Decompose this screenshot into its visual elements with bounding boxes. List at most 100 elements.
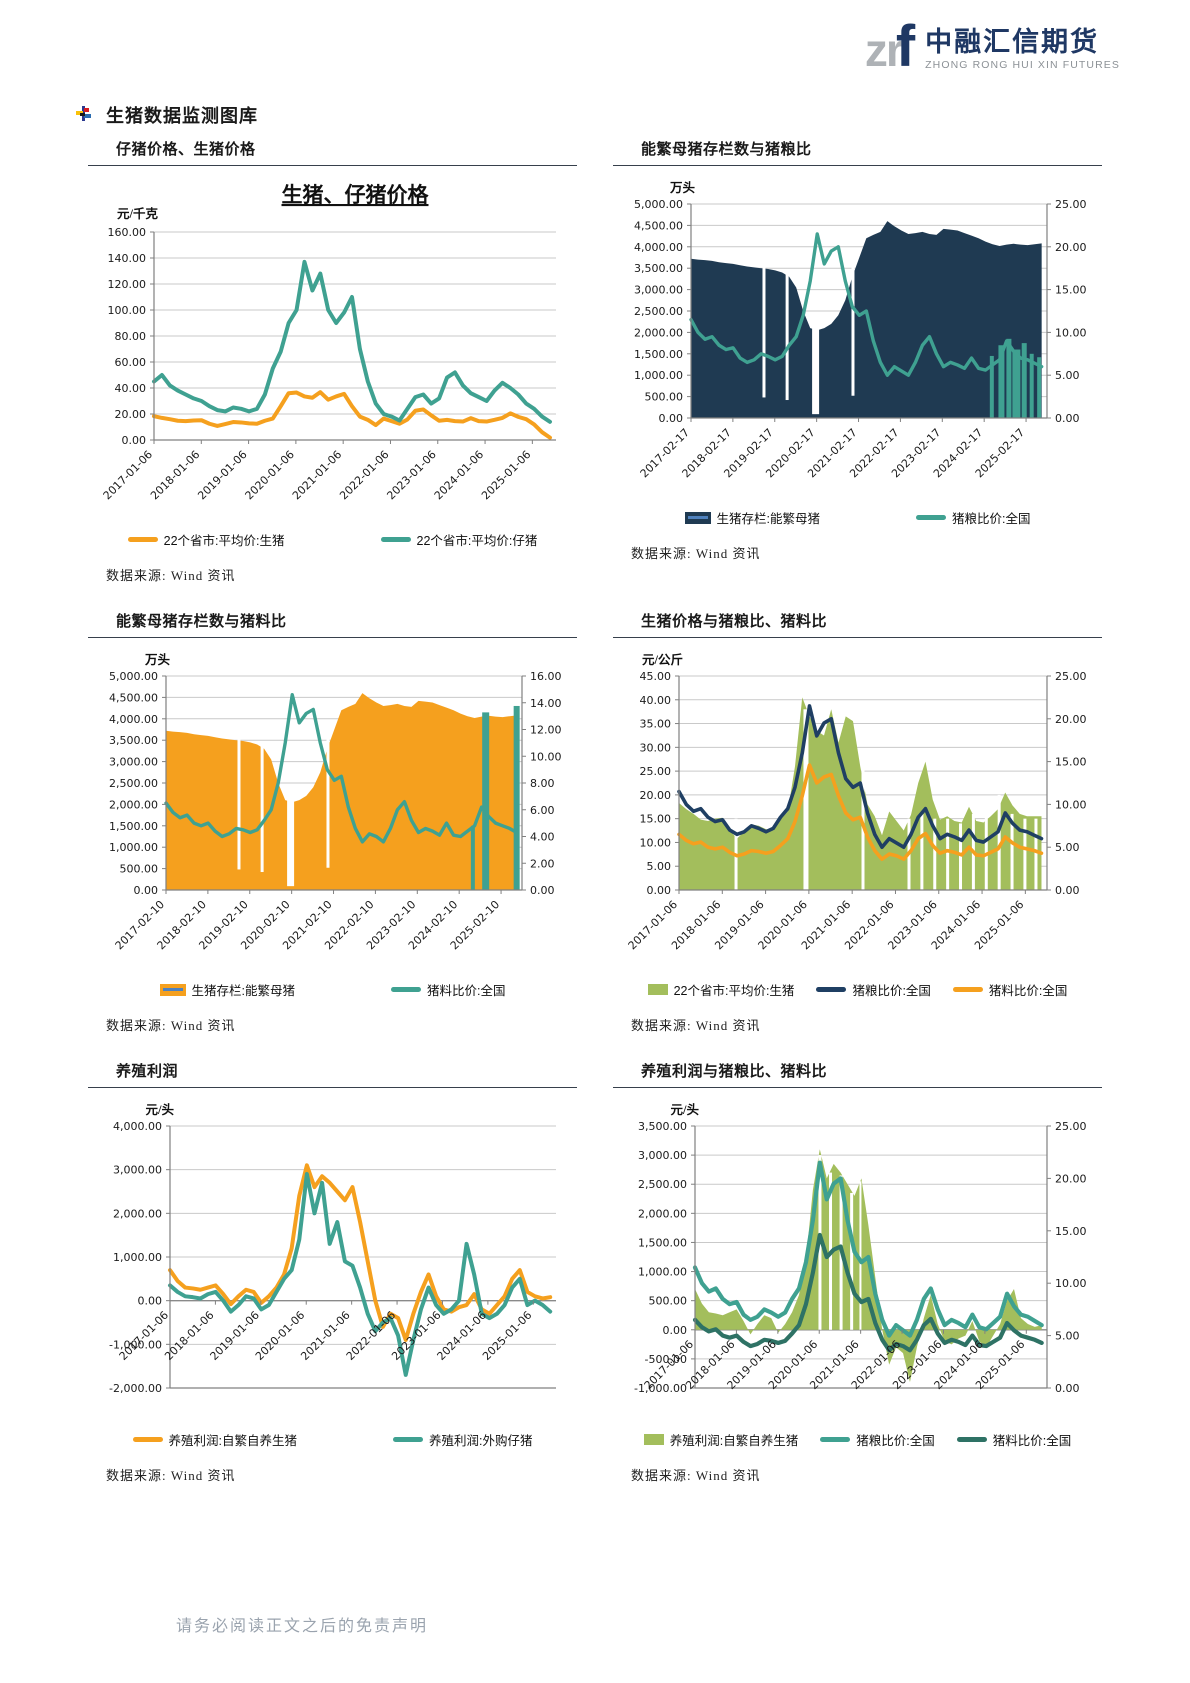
line-swatch-icon	[132, 1437, 163, 1442]
svg-text:5.00: 5.00	[646, 860, 671, 873]
svg-text:20.00: 20.00	[1055, 241, 1087, 254]
line-swatch-icon	[380, 537, 411, 542]
area-swatch-icon	[643, 1434, 664, 1445]
svg-text:2,000.00: 2,000.00	[638, 1207, 687, 1220]
chart-legend: 养殖利润:自繁自养生猪 猪粮比价:全国 猪料比价:全国	[613, 1430, 1102, 1449]
svg-text:160.00: 160.00	[107, 226, 146, 239]
svg-text:1,500.00: 1,500.00	[634, 348, 683, 361]
legend-label: 猪粮比价:全国	[952, 512, 1031, 526]
legend-item: 生猪存栏:能繁母猪	[684, 508, 820, 527]
section-title: 生猪数据监测图库	[106, 106, 258, 126]
svg-text:500.00: 500.00	[644, 391, 683, 404]
svg-text:40.00: 40.00	[639, 694, 671, 707]
svg-text:万头: 万头	[143, 652, 170, 667]
legend-label: 22个省市:平均价:仔猪	[416, 534, 538, 548]
svg-text:2025-01-06: 2025-01-06	[479, 448, 533, 502]
title-rule	[613, 165, 1102, 166]
title-rule	[88, 637, 577, 638]
svg-text:0.00: 0.00	[1055, 1382, 1080, 1395]
svg-text:2,500.00: 2,500.00	[634, 305, 683, 318]
svg-text:35.00: 35.00	[639, 718, 671, 731]
svg-text:20.00: 20.00	[114, 408, 146, 421]
panel-breeding-profit: 养殖利润 4,000.00 3,000.00 2,000.00 1,000.00 0.0…	[88, 1060, 577, 1484]
svg-text:2023-01-06: 2023-01-06	[384, 448, 438, 502]
svg-text:5.00: 5.00	[1055, 841, 1080, 854]
page-header: zrf 中融汇信期货 ZHONG RONG HUI XIN FUTURES	[88, 0, 1119, 96]
svg-text:1,000.00: 1,000.00	[113, 1251, 162, 1264]
svg-text:5,000.00: 5,000.00	[634, 198, 683, 211]
svg-text:3,500.00: 3,500.00	[109, 734, 158, 747]
legend-label: 猪料比价:全国	[988, 984, 1068, 998]
legend-label: 养殖利润:自繁自养生猪	[669, 1434, 799, 1448]
chart-legend: 养殖利润:自繁自养生猪 养殖利润:外购仔猪	[88, 1430, 577, 1449]
legend-label: 猪料比价:全国	[992, 1434, 1072, 1448]
svg-text:3,500.00: 3,500.00	[638, 1120, 687, 1133]
svg-text:15.00: 15.00	[1055, 1225, 1087, 1238]
svg-text:120.00: 120.00	[107, 278, 146, 291]
company-logo: zrf 中融汇信期货 ZHONG RONG HUI XIN FUTURES	[865, 18, 1120, 76]
svg-text:4,000.00: 4,000.00	[109, 713, 158, 726]
svg-text:25.00: 25.00	[1055, 198, 1087, 211]
svg-text:0.00: 0.00	[646, 884, 671, 897]
bar-swatch-icon	[159, 983, 186, 996]
svg-text:元/头: 元/头	[145, 1102, 174, 1117]
panel-title: 仔猪价格、生猪价格	[116, 142, 256, 158]
section-header: 生猪数据监测图库	[76, 102, 1102, 128]
svg-text:25.00: 25.00	[1055, 1120, 1087, 1133]
svg-text:16.00: 16.00	[530, 670, 562, 683]
legend-item: 猪料比价:全国	[391, 980, 505, 999]
svg-text:-2,000.00: -2,000.00	[109, 1382, 162, 1395]
legend-item: 猪粮比价:全国	[816, 980, 931, 999]
company-name-en: ZHONG RONG HUI XIN FUTURES	[925, 58, 1120, 71]
svg-text:4,000.00: 4,000.00	[634, 241, 683, 254]
legend-label: 生猪存栏:能繁母猪	[716, 512, 820, 526]
svg-text:0.00: 0.00	[658, 412, 683, 425]
legend-item: 养殖利润:自繁自养生猪	[643, 1430, 799, 1449]
hog-price-ratios-chart: 45.00 40.00 35.00 30.00 25.00 20.00 15.00 10.00…	[625, 652, 1086, 952]
svg-text:4,500.00: 4,500.00	[109, 691, 158, 704]
svg-text:万头: 万头	[668, 180, 695, 195]
svg-text:40.00: 40.00	[114, 382, 146, 395]
svg-text:元/千克: 元/千克	[117, 206, 158, 221]
line-swatch-icon	[956, 1437, 987, 1442]
svg-text:3,000.00: 3,000.00	[638, 1149, 687, 1162]
svg-text:10.00: 10.00	[639, 836, 671, 849]
svg-text:12.00: 12.00	[530, 724, 562, 737]
panel-sow-inventory-feed-ratio: 能繁母猪存栏数与猪料比 5,000.00 4,500.00 4,000.00 3,50…	[88, 610, 577, 1034]
profit-ratios-chart: 3,500.00 3,000.00 2,500.00 2,000.00 1,500.00…	[634, 1102, 1087, 1395]
data-source: 数据来源: Wind 资讯	[631, 1018, 761, 1033]
legend-label: 生猪存栏:能繁母猪	[191, 984, 295, 998]
svg-text:3,500.00: 3,500.00	[634, 262, 683, 275]
title-rule	[613, 637, 1102, 638]
legend-item: 猪粮比价:全国	[820, 1430, 935, 1449]
svg-text:500.00: 500.00	[648, 1295, 687, 1308]
data-source: 数据来源: Wind 资讯	[106, 568, 236, 583]
panel-title: 能繁母猪存栏数与猪料比	[116, 614, 287, 630]
chart-legend: 生猪存栏:能繁母猪 猪料比价:全国	[88, 980, 577, 999]
panel-title: 能繁母猪存栏数与猪粮比	[641, 142, 812, 158]
svg-text:3,000.00: 3,000.00	[113, 1164, 162, 1177]
svg-text:2019-01-06: 2019-01-06	[195, 448, 249, 502]
svg-text:15.00: 15.00	[639, 813, 671, 826]
data-source: 数据来源: Wind 资讯	[631, 1468, 761, 1483]
chart-legend: 22个省市:平均价:生猪 22个省市:平均价:仔猪	[88, 530, 577, 549]
svg-text:8.00: 8.00	[530, 777, 555, 790]
disclaimer-note: 请务必阅读正文之后的免责声明	[176, 1618, 429, 1635]
chart-legend: 22个省市:平均价:生猪 猪粮比价:全国 猪料比价:全国	[613, 980, 1102, 999]
breeding-profit-chart: 4,000.00 3,000.00 2,000.00 1,000.00 0.00 -1,0…	[109, 1102, 556, 1395]
svg-text:1,500.00: 1,500.00	[638, 1236, 687, 1249]
data-source: 数据来源: Wind 资讯	[631, 546, 761, 561]
panel-sow-inventory-grain-ratio: 能繁母猪存栏数与猪粮比 5,000.00 4,500.00 4,000.00 3,50…	[613, 138, 1102, 584]
legend-item: 22个省市:平均价:仔猪	[380, 530, 538, 549]
svg-text:元/头: 元/头	[670, 1102, 699, 1117]
legend-label: 养殖利润:自繁自养生猪	[168, 1434, 297, 1448]
svg-text:10.00: 10.00	[1055, 326, 1087, 339]
svg-text:生猪、仔猪价格: 生猪、仔猪价格	[281, 183, 429, 207]
svg-text:4,500.00: 4,500.00	[634, 219, 683, 232]
svg-text:10.00: 10.00	[530, 750, 562, 763]
title-rule	[613, 1087, 1102, 1088]
line-swatch-icon	[816, 987, 847, 992]
legend-label: 22个省市:平均价:生猪	[673, 984, 795, 998]
svg-text:2021-01-06: 2021-01-06	[289, 448, 343, 502]
svg-text:1,000.00: 1,000.00	[634, 369, 683, 382]
